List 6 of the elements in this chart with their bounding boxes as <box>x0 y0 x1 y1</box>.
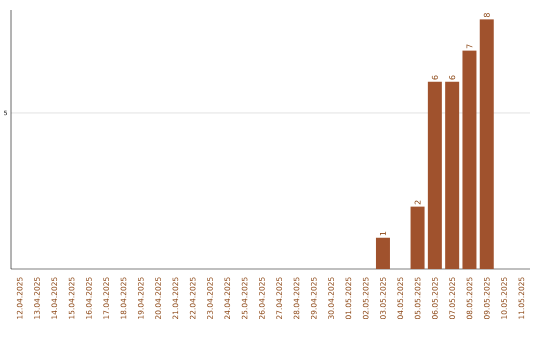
bar <box>376 238 390 269</box>
bar <box>445 82 460 269</box>
bar <box>428 82 442 269</box>
bar <box>462 50 476 269</box>
bar <box>410 206 425 269</box>
bar <box>480 19 494 269</box>
